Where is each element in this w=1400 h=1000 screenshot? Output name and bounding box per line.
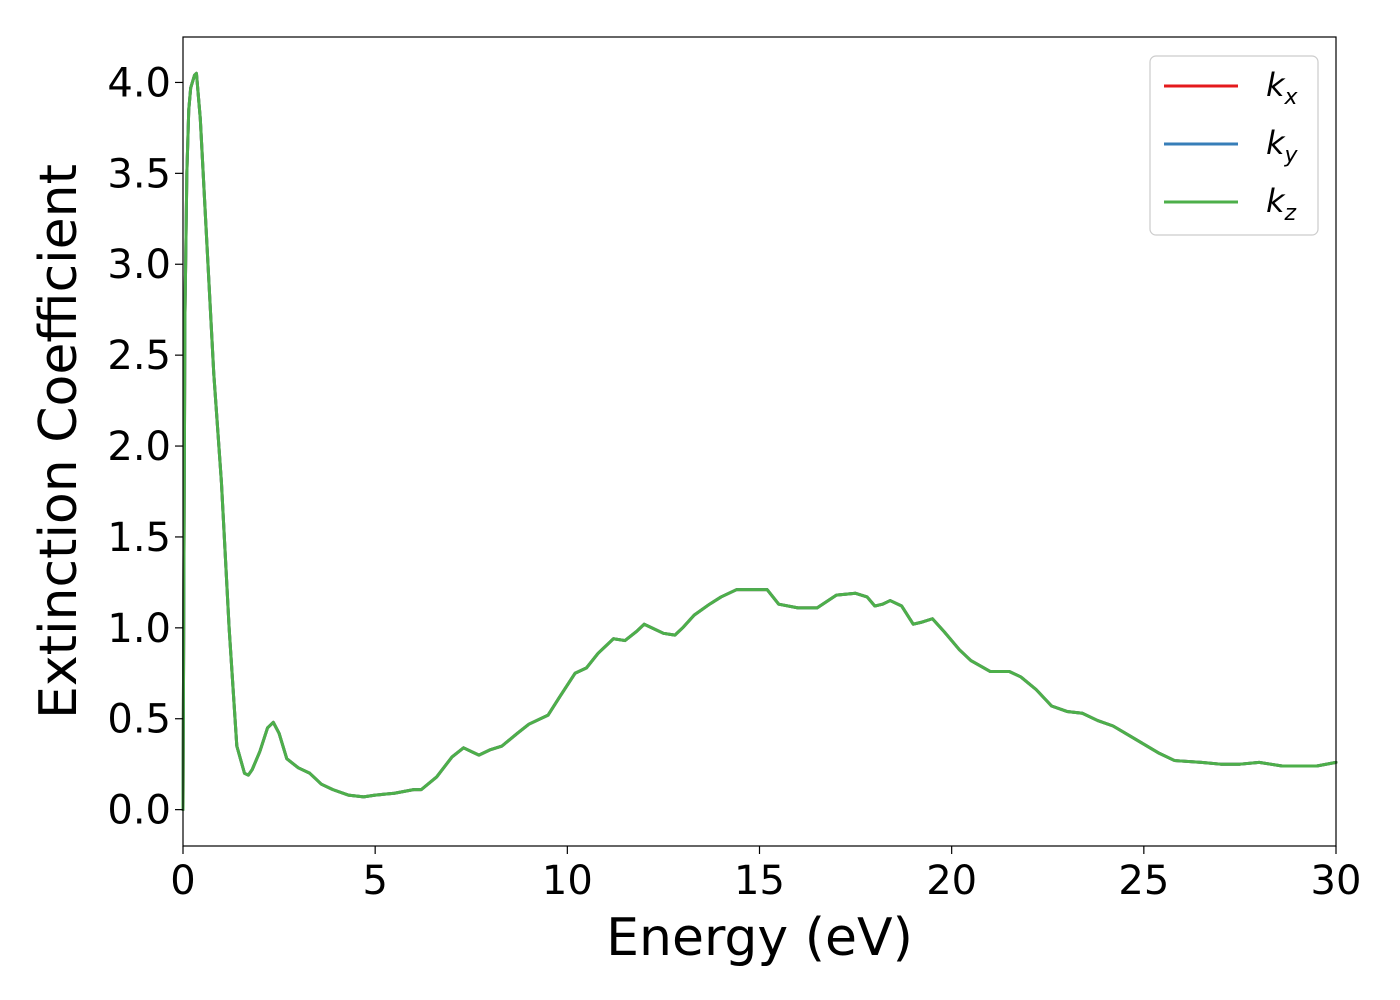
legend-label-ky: ky: [1266, 124, 1299, 168]
legend-label-subscript: y: [1284, 143, 1299, 168]
x-tick-label: 10: [542, 858, 593, 904]
x-axis-title: Energy (eV): [606, 908, 913, 968]
x-tick-label: 5: [362, 858, 387, 904]
legend-label-base: k: [1266, 124, 1286, 162]
series-line-kz: [181, 71, 1338, 812]
y-tick-label: 2.5: [107, 333, 171, 379]
legend-label-kz: kz: [1266, 182, 1297, 226]
legend-label-kx: kx: [1266, 66, 1299, 110]
legend-label-subscript: z: [1284, 201, 1297, 226]
x-tick-label: 15: [734, 858, 785, 904]
x-tick-label: 25: [1118, 858, 1169, 904]
x-tick-label: 20: [926, 858, 977, 904]
y-tick-label: 2.0: [107, 424, 171, 470]
legend-label-base: k: [1266, 66, 1286, 104]
legend-label-subscript: x: [1284, 85, 1299, 110]
y-tick-label: 4.0: [107, 60, 171, 106]
y-tick-label: 1.5: [107, 515, 171, 561]
y-tick-label: 0.0: [107, 788, 171, 834]
series-layer: [181, 71, 1338, 812]
y-tick-label: 3.0: [107, 242, 171, 288]
x-tick-label: 0: [170, 858, 195, 904]
ticks-layer: 0 5 10 15 20 25 30 0.0 0.5 1.0 1.5 2.0 2.5 3.0 3.5 4.0: [107, 60, 1361, 904]
x-tick-label: 30: [1311, 858, 1362, 904]
y-axis-title: Extinction Coefficient: [29, 164, 89, 719]
legend-label-base: k: [1266, 182, 1286, 220]
y-tick-label: 1.0: [107, 606, 171, 652]
y-tick-label: 3.5: [107, 151, 171, 197]
y-tick-label: 0.5: [107, 697, 171, 743]
